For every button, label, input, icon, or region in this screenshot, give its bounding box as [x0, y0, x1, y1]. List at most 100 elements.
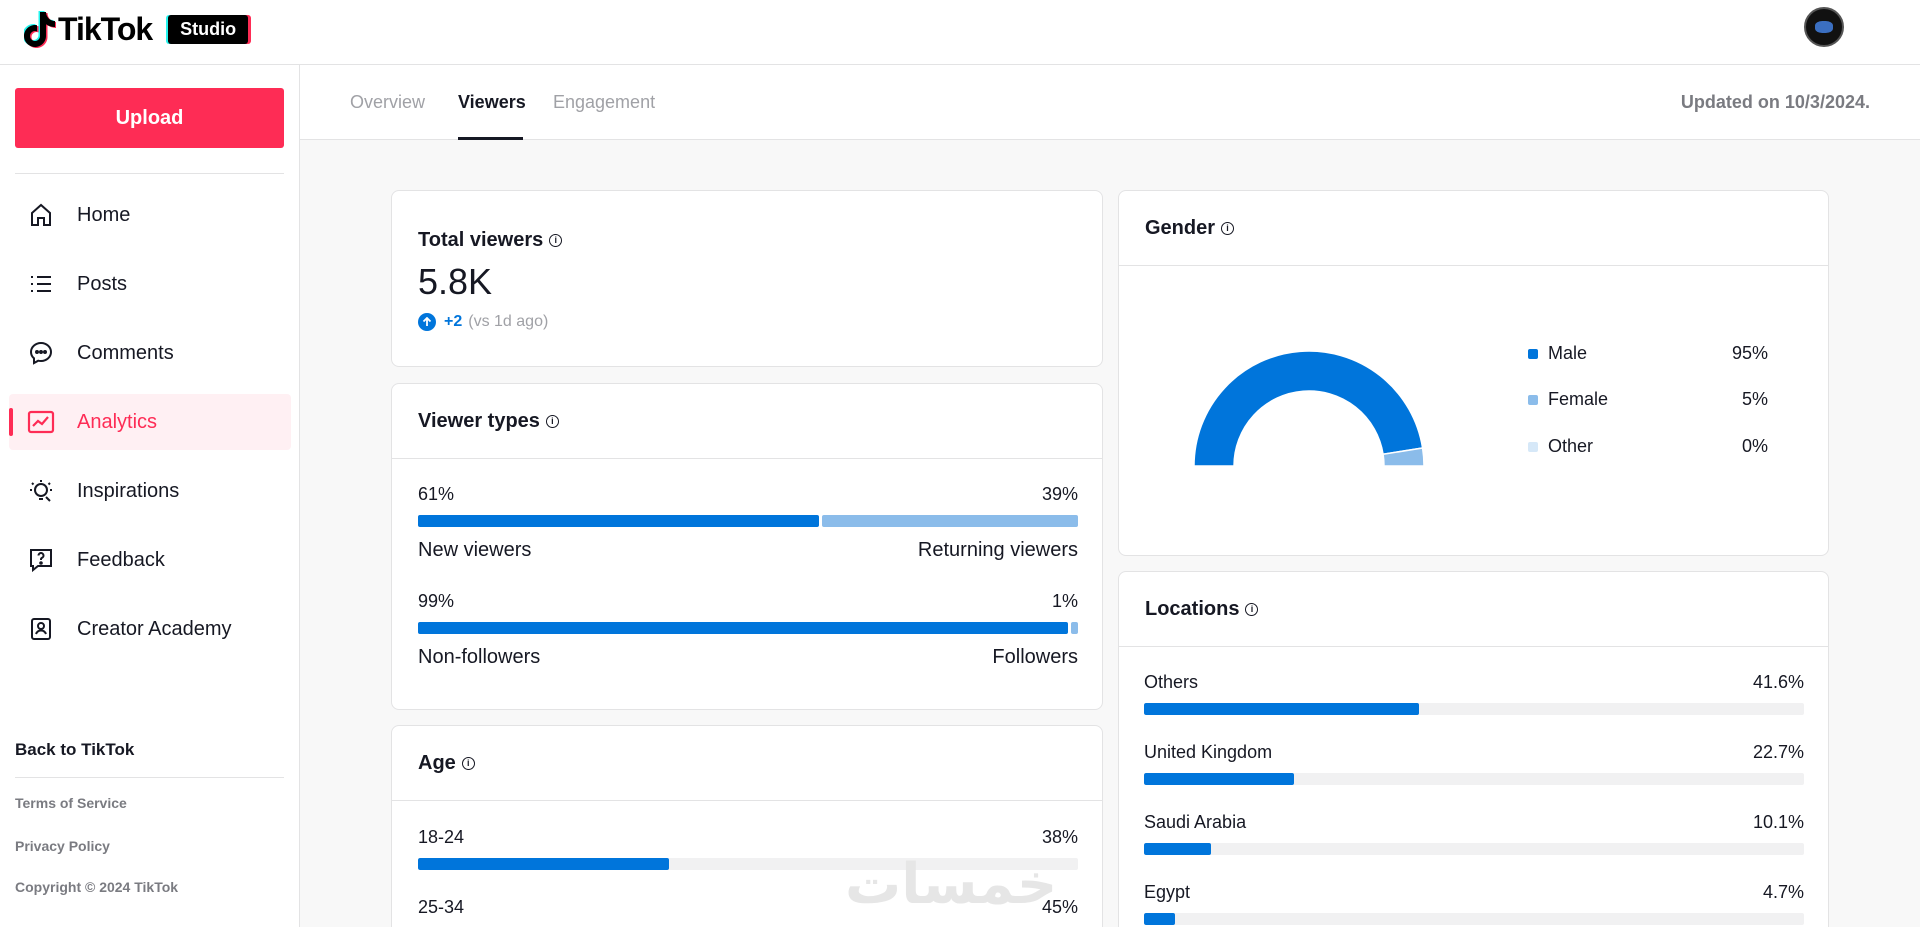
info-icon[interactable]: i — [461, 756, 475, 770]
location-pct: 10.1% — [1752, 812, 1804, 832]
viewer-types-title: Viewer types — [418, 409, 540, 432]
sidebar-item-creator-academy[interactable]: Creator Academy — [9, 601, 291, 657]
arrow-up-icon — [418, 313, 436, 331]
row-percents: 61% 39% — [418, 484, 1078, 505]
upload-button[interactable]: Upload — [15, 88, 284, 148]
sidebar-item-analytics[interactable]: Analytics — [9, 394, 291, 450]
list-icon — [27, 270, 55, 298]
gender-card: Gender i Male 95% Female 5% Other 0% — [1118, 190, 1829, 556]
gender-slice-male[interactable] — [1193, 350, 1424, 467]
locations-card: Locations i Others 41.6% United Kingdom … — [1118, 571, 1829, 927]
legend-swatch — [1528, 394, 1538, 405]
tab-overview[interactable]: Overview — [350, 92, 426, 112]
sidebar-nav: Home Posts Comments Analytics Inspiratio… — [0, 187, 300, 670]
followers-pct: 1% — [1051, 591, 1078, 611]
location-label: Others — [1144, 672, 1199, 692]
sidebar-item-label: Creator Academy — [77, 617, 232, 640]
avatar-image — [1815, 21, 1833, 33]
age-label: 18-24 — [418, 827, 465, 847]
sidebar-item-label: Inspirations — [77, 479, 180, 502]
delta-note: (vs 1d ago) — [468, 313, 549, 330]
card-header: Age i — [392, 726, 1102, 801]
legend-value: 95% — [1731, 343, 1768, 363]
sidebar-item-home[interactable]: Home — [9, 187, 291, 243]
sidebar-item-posts[interactable]: Posts — [9, 256, 291, 312]
delta-value: +2 — [444, 313, 463, 330]
gender-donut-chart — [1193, 350, 1425, 467]
info-icon[interactable]: i — [1221, 221, 1235, 235]
location-label: Saudi Arabia — [1144, 812, 1247, 832]
legend-item-male: Male 95% — [1528, 343, 1768, 364]
legend-label: Male — [1548, 343, 1588, 363]
tab-viewers[interactable]: Viewers — [458, 92, 526, 112]
top-header: TikTok Studio — [0, 0, 1920, 65]
gender-slice-female[interactable] — [1382, 447, 1425, 467]
active-tab-indicator — [458, 137, 523, 140]
privacy-link[interactable]: Privacy Policy — [15, 838, 110, 854]
followers-label: Followers — [992, 646, 1078, 668]
bar-track — [1144, 703, 1804, 715]
viewers-delta: +2 (vs 1d ago) — [418, 313, 548, 331]
bar-track — [1144, 913, 1804, 925]
new-viewers-label: New viewers — [418, 539, 532, 561]
viewer-types-card: Viewer types i 61% 39% New viewers Retur… — [391, 383, 1103, 710]
info-icon[interactable]: i — [545, 414, 559, 428]
sidebar-item-label: Comments — [77, 341, 174, 364]
back-to-tiktok-link[interactable]: Back to TikTok — [15, 740, 135, 759]
row-labels: Non-followers Followers — [418, 646, 1078, 669]
split-bar-left — [418, 622, 1069, 634]
sidebar-item-feedback[interactable]: Feedback — [9, 532, 291, 588]
age-title: Age — [418, 751, 456, 774]
card-header: Viewer types i — [392, 384, 1102, 459]
card-title: Gender i — [1145, 216, 1235, 240]
sidebar-divider — [15, 777, 284, 778]
location-label: Egypt — [1144, 882, 1191, 902]
card-header: Locations i — [1119, 572, 1828, 647]
info-icon[interactable]: i — [549, 234, 563, 247]
comment-icon — [27, 339, 55, 367]
academy-icon — [27, 615, 55, 643]
terms-link[interactable]: Terms of Service — [15, 795, 127, 811]
split-bar — [418, 622, 1078, 634]
legend-value: 5% — [1741, 389, 1768, 409]
card-title: Total viewers i — [418, 229, 563, 252]
age-bar — [418, 858, 669, 870]
row-labels: New viewers Returning viewers — [418, 539, 1078, 562]
location-bar — [1144, 703, 1419, 715]
card-title: Locations i — [1145, 598, 1259, 621]
bar-track — [1144, 773, 1804, 785]
feedback-icon — [27, 546, 55, 574]
analytics-icon — [27, 408, 55, 436]
age-pct: 38% — [1041, 827, 1078, 847]
info-icon[interactable]: i — [1245, 602, 1259, 616]
location-row-labels: Others 41.6% — [1144, 672, 1804, 693]
split-bar — [418, 515, 1078, 527]
lightbulb-icon — [27, 477, 55, 505]
tab-engagement[interactable]: Engagement — [553, 92, 656, 112]
viewer-type-row: 99% 1% Non-followers Followers — [418, 591, 1078, 669]
analytics-tabs: Overview Viewers Engagement Updated on 1… — [300, 65, 1920, 140]
legend-swatch — [1528, 348, 1538, 359]
split-bar-right — [1071, 622, 1078, 634]
studio-badge: Studio — [168, 14, 249, 44]
split-bar-left — [418, 515, 819, 527]
location-bar — [1144, 913, 1176, 925]
sidebar-item-label: Analytics — [77, 410, 158, 433]
tiktok-logo-icon — [24, 11, 56, 48]
age-row-labels: 25-34 45% — [418, 897, 1078, 918]
age-pct: 45% — [1041, 897, 1078, 917]
sidebar-item-comments[interactable]: Comments — [9, 325, 291, 381]
age-row: 25-34 45% — [418, 897, 1078, 927]
logo-text: TikTok — [58, 10, 153, 47]
gender-title: Gender — [1145, 216, 1216, 239]
updated-timestamp: Updated on 10/3/2024. — [1680, 92, 1870, 112]
bar-track — [1144, 843, 1804, 855]
sidebar-item-inspirations[interactable]: Inspirations — [9, 463, 291, 519]
location-pct: 22.7% — [1752, 742, 1804, 762]
non-followers-label: Non-followers — [418, 646, 541, 668]
home-icon — [27, 201, 55, 229]
tiktok-studio-logo[interactable]: TikTok Studio — [24, 8, 249, 50]
legend-label: Female — [1548, 389, 1609, 409]
non-followers-pct: 99% — [418, 591, 455, 611]
avatar[interactable] — [1804, 7, 1844, 47]
